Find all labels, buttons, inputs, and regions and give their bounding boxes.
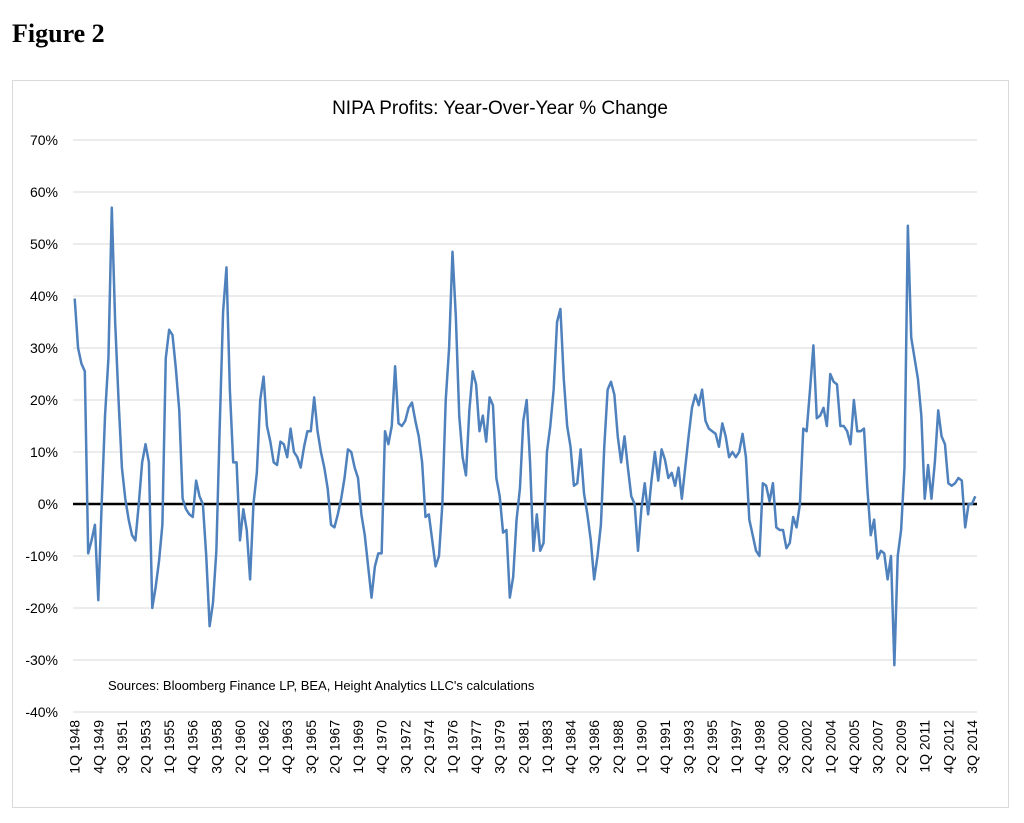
y-tick-label: 10%: [30, 444, 58, 460]
y-tick-label: 70%: [30, 132, 58, 148]
x-tick-label: 4Q 1949: [90, 720, 106, 774]
y-tick-label: -30%: [25, 652, 58, 668]
x-tick-label: 3Q 1972: [397, 720, 413, 774]
x-tick-label: 2Q 1995: [704, 720, 720, 774]
y-tick-label: -20%: [25, 600, 58, 616]
x-tick-label: 2Q 1988: [610, 720, 626, 774]
x-tick-label: 1Q 1948: [67, 720, 83, 774]
x-tick-label: 1Q 2011: [917, 720, 933, 773]
x-tick-label: 1Q 1976: [444, 720, 460, 774]
x-tick-label: 3Q 2014: [964, 720, 980, 774]
x-tick-label: 4Q 2005: [846, 720, 862, 774]
x-tick-label: 4Q 1977: [468, 720, 484, 774]
y-tick-label: 0%: [38, 496, 58, 512]
x-tick-label: 1Q 1997: [728, 720, 744, 774]
y-tick-label: -40%: [25, 704, 58, 720]
y-tick-label: 40%: [30, 288, 58, 304]
x-tick-label: 4Q 1963: [279, 720, 295, 774]
x-tick-label: 4Q 1984: [563, 720, 579, 774]
x-tick-label: 1Q 1983: [539, 720, 555, 774]
x-tick-label: 1Q 1962: [256, 720, 272, 774]
x-tick-label: 4Q 1991: [657, 720, 673, 774]
y-tick-label: 60%: [30, 184, 58, 200]
x-tick-label: 2Q 2009: [893, 720, 909, 774]
x-tick-label: 1Q 1955: [161, 720, 177, 774]
x-tick-label: 4Q 2012: [940, 720, 956, 774]
x-tick-label: 3Q 1993: [681, 720, 697, 774]
x-tick-label: 2Q 1981: [515, 720, 531, 774]
x-tick-label: 3Q 2007: [869, 720, 885, 774]
y-tick-label: 30%: [30, 340, 58, 356]
data-line: [73, 206, 977, 667]
y-tick-label: 20%: [30, 392, 58, 408]
x-tick-label: 4Q 1970: [374, 720, 390, 774]
x-tick-label: 3Q 1965: [303, 720, 319, 774]
y-tick-label: -10%: [25, 548, 58, 564]
figure-title: Figure 2: [12, 19, 105, 48]
x-tick-label: 1Q 1990: [633, 720, 649, 774]
x-tick-label: 1Q 1969: [350, 720, 366, 774]
x-tick-label: 2Q 1974: [421, 720, 437, 774]
x-tick-label: 1Q 2004: [822, 720, 838, 774]
x-tick-label: 3Q 1958: [208, 720, 224, 774]
x-tick-label: 2Q 1960: [232, 720, 248, 774]
x-tick-label: 2Q 1953: [138, 720, 154, 774]
chart-title: NIPA Profits: Year-Over-Year % Change: [332, 98, 668, 119]
x-tick-label: 3Q 1986: [586, 720, 602, 774]
x-tick-label: 2Q 1967: [326, 720, 342, 774]
x-tick-label: 3Q 1951: [114, 720, 130, 774]
x-tick-label: 4Q 1956: [185, 720, 201, 774]
y-tick-label: 50%: [30, 236, 58, 252]
x-tick-label: 2Q 2002: [799, 720, 815, 774]
annotation: Sources: Bloomberg Finance LP, BEA, Heig…: [108, 678, 535, 693]
x-tick-label: 4Q 1998: [751, 720, 767, 774]
x-tick-label: 3Q 1979: [492, 720, 508, 774]
chart-frame: [12, 80, 1009, 808]
x-tick-label: 3Q 2000: [775, 720, 791, 774]
